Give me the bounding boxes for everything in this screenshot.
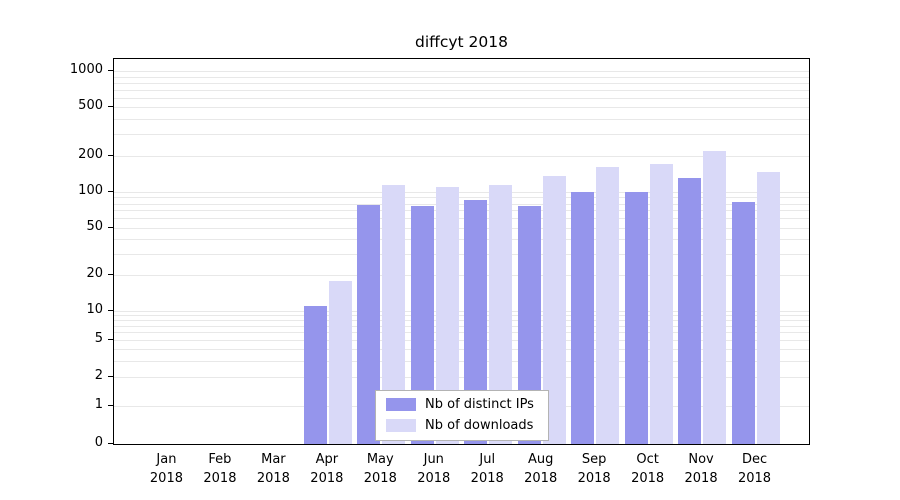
gridline <box>114 203 809 205</box>
bar-downloads-aug <box>542 176 566 444</box>
y-tick-label: 500 <box>78 98 103 114</box>
gridline <box>114 377 809 379</box>
legend-swatch-distinct-ips <box>386 398 416 411</box>
legend-swatch-downloads <box>386 419 416 432</box>
x-tick-label: Dec 2018 <box>737 452 772 486</box>
gridline <box>114 97 809 99</box>
legend-item-downloads: Nb of downloads <box>386 418 534 433</box>
x-tick-label: Nov 2018 <box>684 452 718 486</box>
y-tick-label: 0 <box>94 435 103 450</box>
bar-downloads-may <box>382 184 406 444</box>
y-tick-label: 10 <box>86 302 103 317</box>
bar-downloads-jun <box>435 186 459 444</box>
gridline <box>114 320 809 322</box>
bar-downloads-jul <box>489 184 513 444</box>
legend-label-downloads: Nb of downloads <box>425 418 534 433</box>
gridline <box>114 89 809 91</box>
gridline <box>114 82 809 84</box>
bar-ips-apr <box>303 306 327 444</box>
gridline <box>114 119 809 121</box>
x-tick-label: May 2018 <box>363 452 397 486</box>
gridline <box>114 192 809 193</box>
gridline <box>114 227 809 229</box>
x-tick-label: Jun 2018 <box>417 452 451 486</box>
legend-item-distinct-ips: Nb of distinct IPs <box>386 397 534 412</box>
y-tick-mark <box>108 405 113 406</box>
x-tick-label: Aug 2018 <box>524 452 558 486</box>
gridline <box>114 210 809 212</box>
gridline <box>114 275 809 277</box>
y-tick-label: 1 <box>94 397 103 412</box>
bar-downloads-oct <box>649 164 673 444</box>
gridline <box>114 315 809 317</box>
gridline <box>114 332 809 334</box>
y-tick-label: 100 <box>78 183 103 198</box>
y-tick-mark <box>108 310 113 311</box>
y-tick-mark <box>108 154 113 156</box>
bar-ips-jun <box>410 205 434 444</box>
bar-ips-may <box>357 204 381 444</box>
legend-label-distinct-ips: Nb of distinct IPs <box>425 397 534 412</box>
x-tick-label: Jan 2018 <box>149 452 183 486</box>
y-tick-label: 2 <box>94 368 103 384</box>
gridline <box>114 311 809 312</box>
gridline <box>114 218 809 220</box>
y-tick-label: 20 <box>86 266 103 282</box>
gridline <box>114 325 809 327</box>
x-tick-label: Apr 2018 <box>310 452 344 486</box>
y-tick-mark <box>108 376 113 378</box>
y-tick-mark <box>108 191 113 192</box>
bar-ips-oct <box>624 192 648 444</box>
y-tick-mark <box>108 106 113 108</box>
gridline <box>114 155 809 157</box>
gridline <box>114 197 809 199</box>
x-tick-label: Feb 2018 <box>203 452 237 486</box>
y-tick-mark <box>108 338 113 340</box>
bar-downloads-apr <box>328 280 352 444</box>
gridline <box>114 339 809 341</box>
y-tick-mark <box>108 443 113 444</box>
y-tick-mark <box>108 70 113 71</box>
y-tick-mark <box>108 226 113 228</box>
plot-area <box>113 58 810 445</box>
gridline <box>114 107 809 109</box>
gridline <box>114 360 809 362</box>
gridline <box>114 254 809 256</box>
bar-ips-aug <box>517 205 541 444</box>
gridline <box>114 239 809 241</box>
bar-downloads-nov <box>703 150 727 444</box>
x-tick-label: Oct 2018 <box>631 452 665 486</box>
gridline <box>114 76 809 78</box>
gridline <box>114 348 809 350</box>
y-tick-mark <box>108 274 113 276</box>
y-tick-label: 50 <box>86 218 103 234</box>
bar-ips-nov <box>678 178 702 444</box>
bar-ips-sep <box>571 192 595 444</box>
bar-downloads-dec <box>756 172 780 444</box>
gridline <box>114 71 809 72</box>
x-tick-label: Sep 2018 <box>577 452 611 486</box>
y-tick-label: 1000 <box>69 62 103 77</box>
gridline <box>114 134 809 136</box>
chart-title: diffcyt 2018 <box>415 33 508 51</box>
bar-ips-jul <box>464 200 488 444</box>
legend: Nb of distinct IPs Nb of downloads <box>375 390 549 441</box>
y-tick-label: 200 <box>78 146 103 162</box>
y-tick-label: 5 <box>94 330 103 346</box>
bar-ips-dec <box>731 202 755 444</box>
x-tick-label: Jul 2018 <box>470 452 504 486</box>
bar-downloads-sep <box>596 167 620 444</box>
x-tick-label: Mar 2018 <box>256 452 290 486</box>
